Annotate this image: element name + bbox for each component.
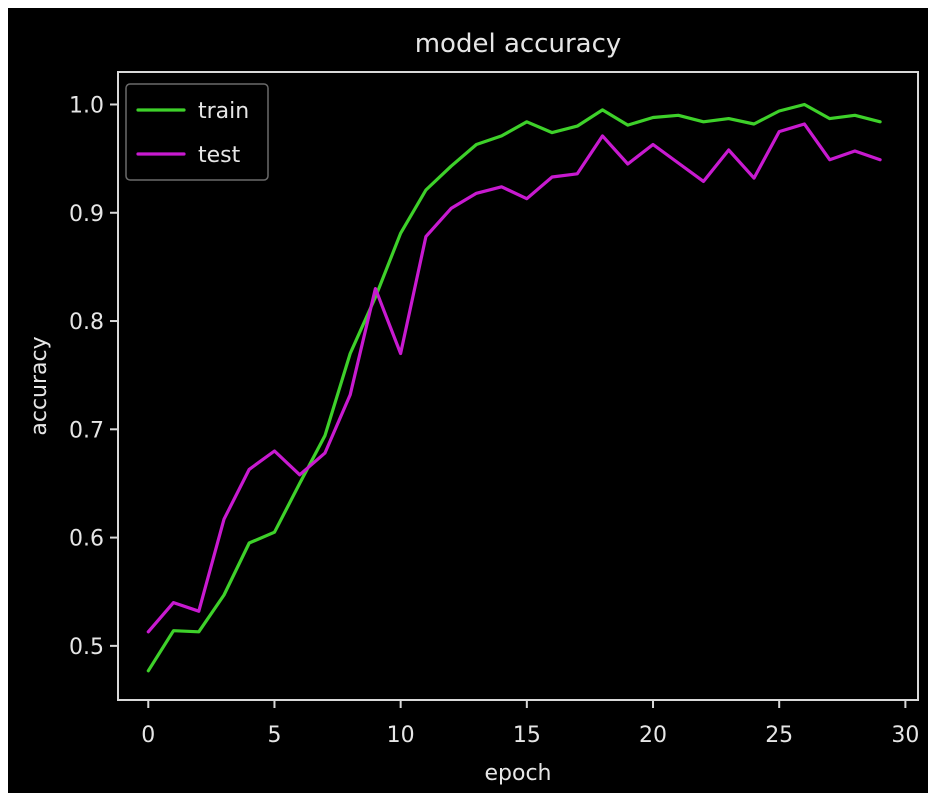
- y-tick-label: 0.6: [69, 527, 104, 552]
- y-tick-label: 1.0: [69, 93, 104, 118]
- series-line-train: [146, 102, 882, 673]
- legend: train test: [125, 83, 269, 181]
- x-tick-label: 20: [639, 723, 667, 748]
- y-axis-label: accuracy: [27, 336, 52, 435]
- x-tick-label: 10: [387, 723, 415, 748]
- chart-figure: model accuracy 0 5 10 15 20 25 30 0.5 0.6 0.7 0.8 0…: [8, 8, 928, 793]
- legend-box: [125, 83, 269, 181]
- legend-label-train: train: [198, 99, 249, 124]
- x-tick-label: 15: [513, 723, 541, 748]
- chart-title: model accuracy: [415, 29, 622, 59]
- y-tick-label: 0.9: [69, 202, 104, 227]
- x-tick-label: 30: [891, 723, 919, 748]
- x-tick-label: 25: [765, 723, 793, 748]
- x-tick-label: 5: [267, 723, 281, 748]
- axes-frame: [117, 71, 919, 701]
- y-tick-label: 0.7: [69, 418, 104, 443]
- x-tick-label: 0: [141, 723, 155, 748]
- chart-svg: model accuracy 0 5 10 15 20 25 300.50.60.70.80…: [27, 29, 919, 786]
- series-line-test: [146, 122, 882, 634]
- y-tick-label: 0.5: [69, 635, 104, 660]
- legend-label-test: test: [198, 143, 241, 168]
- x-axis-label: epoch: [485, 761, 552, 786]
- y-tick-label: 0.8: [69, 310, 104, 335]
- plot-area: 0 5 10 15 20 25 30 0.5 0.6 0.7 0.8 0.9 1.0: [69, 71, 919, 748]
